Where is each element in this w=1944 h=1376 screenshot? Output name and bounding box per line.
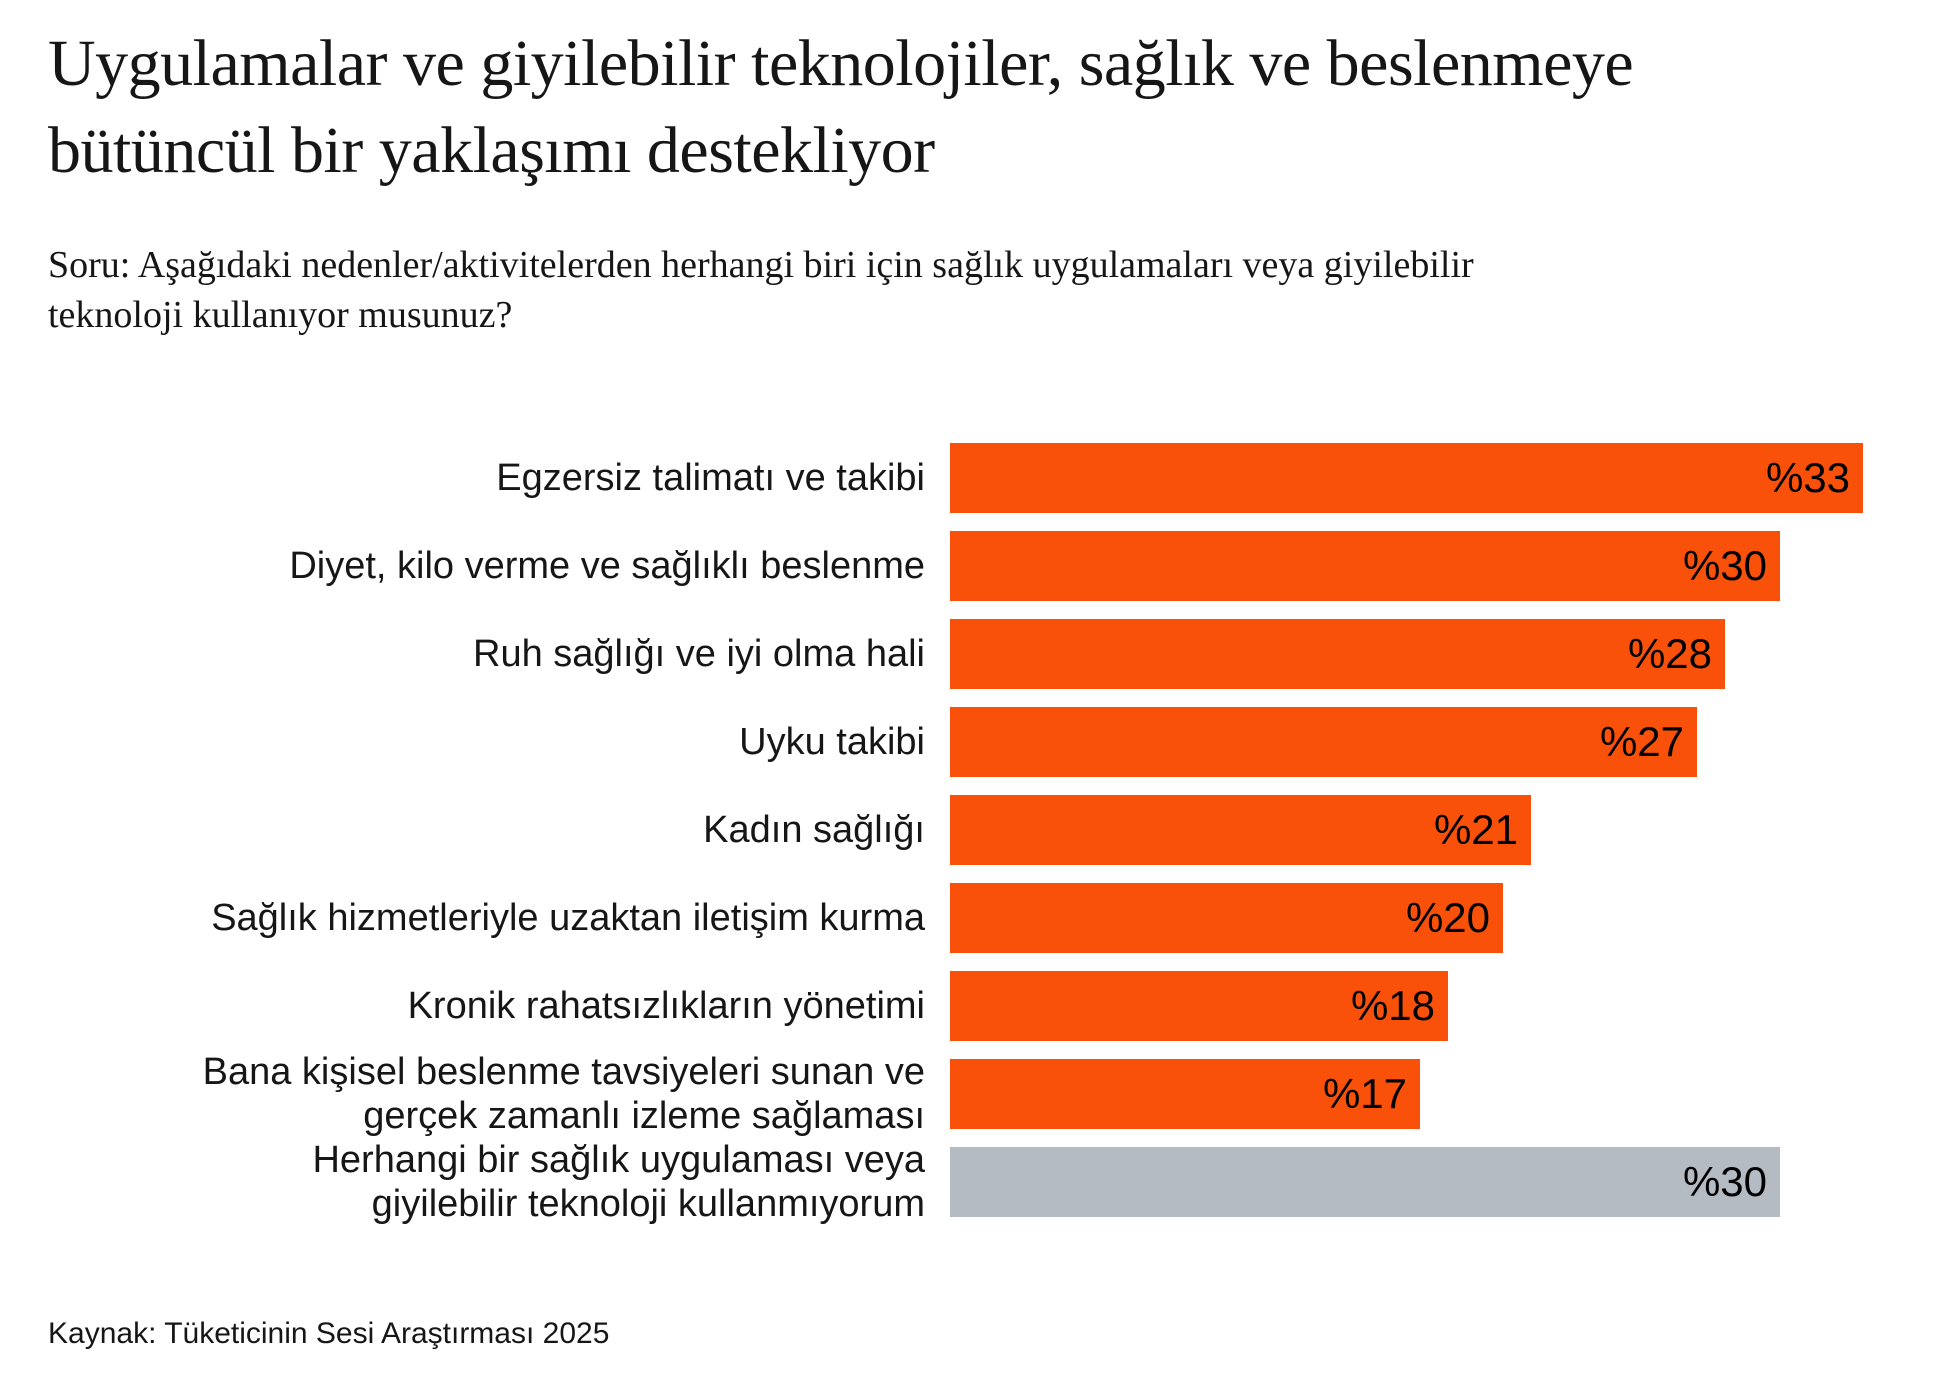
category-label-line: giyilebilir teknoloji kullanmıyorum [371,1183,925,1225]
bar: %30 [950,531,1780,601]
category-label: Diyet, kilo verme ve sağlıklı beslenme [48,544,950,588]
category-label-line: Ruh sağlığı ve iyi olma hali [473,633,925,675]
chart-row: Bana kişisel beslenme tavsiyeleri sunan … [48,1051,1863,1137]
source-note: Kaynak: Tüketicinin Sesi Araştırması 202… [48,1317,610,1350]
category-label: Sağlık hizmetleriyle uzaktan iletişim ku… [48,896,950,940]
bar: %28 [950,619,1725,689]
category-label: Kronik rahatsızlıkların yönetimi [48,984,950,1028]
value-label: %18 [1350,982,1435,1029]
value-label: %21 [1433,806,1518,853]
bar: %30 [950,1147,1780,1217]
category-label: Bana kişisel beslenme tavsiyeleri sunan … [48,1050,950,1138]
chart-question: Soru: Aşağıdaki nedenler/aktivitelerden … [48,244,1474,336]
chart-title: Uygulamalar ve giyilebilir teknolojiler,… [48,27,1634,187]
value-label: %28 [1627,630,1712,677]
category-label-line: Herhangi bir sağlık uygulaması veya [312,1139,925,1181]
bar: %20 [950,883,1503,953]
category-label-line: Bana kişisel beslenme tavsiyeleri sunan … [202,1051,925,1093]
chart-row: Uyku takibi %27 [48,707,1863,777]
bar-chart: Egzersiz talimatı ve takibi %33 Diyet, k… [48,443,1863,1225]
category-label: Uyku takibi [48,720,950,764]
category-label: Ruh sağlığı ve iyi olma hali [48,632,950,676]
value-label: %30 [1682,1158,1767,1205]
chart-row: Ruh sağlığı ve iyi olma hali %28 [48,619,1863,689]
chart-row: Egzersiz talimatı ve takibi %33 [48,443,1863,513]
bar: %18 [950,971,1448,1041]
value-label: %20 [1405,894,1490,941]
category-label-line: Diyet, kilo verme ve sağlıklı beslenme [289,545,925,587]
category-label: Kadın sağlığı [48,808,950,852]
category-label-line: gerçek zamanlı izleme sağlaması [363,1095,925,1137]
category-label-line: Uyku takibi [739,721,925,763]
category-label: Egzersiz talimatı ve takibi [48,456,950,500]
chart-row: Herhangi bir sağlık uygulaması veya giyi… [48,1139,1863,1225]
category-label-line: Sağlık hizmetleriyle uzaktan iletişim ku… [211,897,925,939]
bar: %33 [950,443,1863,513]
bar: %21 [950,795,1531,865]
value-label: %30 [1682,542,1767,589]
value-label: %17 [1322,1070,1407,1117]
chart-row: Sağlık hizmetleriyle uzaktan iletişim ku… [48,883,1863,953]
value-label: %33 [1765,454,1850,501]
chart-row: Kadın sağlığı %21 [48,795,1863,865]
value-label: %27 [1599,718,1684,765]
category-label-line: Kronik rahatsızlıkların yönetimi [407,985,925,1027]
chart-row: Kronik rahatsızlıkların yönetimi %18 [48,971,1863,1041]
bar: %27 [950,707,1697,777]
chart-row: Diyet, kilo verme ve sağlıklı beslenme %… [48,531,1863,601]
category-label-line: Egzersiz talimatı ve takibi [496,457,925,499]
category-label: Herhangi bir sağlık uygulaması veya giyi… [48,1138,950,1226]
category-label-line: Kadın sağlığı [703,809,925,851]
bar: %17 [950,1059,1420,1129]
